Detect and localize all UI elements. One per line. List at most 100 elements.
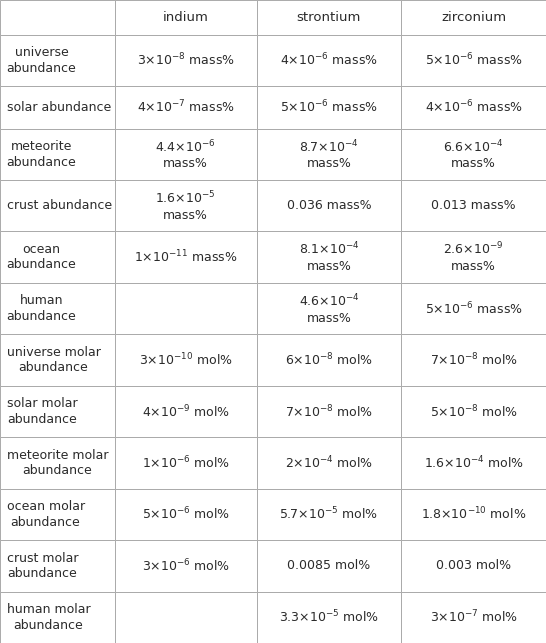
- Bar: [401, 437, 546, 489]
- Bar: [257, 334, 401, 386]
- Bar: [115, 231, 257, 283]
- Bar: [115, 180, 257, 231]
- Bar: [401, 489, 546, 540]
- Bar: [401, 386, 546, 437]
- Text: meteorite
abundance: meteorite abundance: [7, 140, 76, 168]
- Bar: [115, 35, 257, 86]
- Text: 0.036 mass%: 0.036 mass%: [287, 199, 371, 212]
- Bar: [257, 386, 401, 437]
- Bar: [257, 180, 401, 231]
- Text: $6.6{\times}10^{-4}$
mass%: $6.6{\times}10^{-4}$ mass%: [443, 138, 504, 170]
- Bar: [257, 283, 401, 334]
- Text: 0.013 mass%: 0.013 mass%: [431, 199, 516, 212]
- Bar: [257, 129, 401, 180]
- Bar: [401, 35, 546, 86]
- Text: $4{\times}10^{-6}$ mass%: $4{\times}10^{-6}$ mass%: [280, 52, 378, 69]
- Bar: [115, 0, 257, 35]
- Bar: [401, 334, 546, 386]
- Bar: [115, 540, 257, 592]
- Bar: [0, 334, 115, 386]
- Bar: [115, 283, 257, 334]
- Bar: [0, 386, 115, 437]
- Text: universe molar
abundance: universe molar abundance: [7, 346, 100, 374]
- Bar: [0, 129, 115, 180]
- Text: $4{\times}10^{-9}$ mol%: $4{\times}10^{-9}$ mol%: [141, 403, 230, 420]
- Bar: [115, 386, 257, 437]
- Bar: [401, 540, 546, 592]
- Bar: [257, 437, 401, 489]
- Bar: [401, 592, 546, 643]
- Bar: [115, 334, 257, 386]
- Bar: [401, 283, 546, 334]
- Text: $3{\times}10^{-10}$ mol%: $3{\times}10^{-10}$ mol%: [139, 352, 233, 368]
- Bar: [257, 0, 401, 35]
- Bar: [257, 489, 401, 540]
- Text: $5{\times}10^{-6}$ mol%: $5{\times}10^{-6}$ mol%: [141, 506, 230, 523]
- Text: $1{\times}10^{-11}$ mass%: $1{\times}10^{-11}$ mass%: [134, 249, 238, 266]
- Text: $3.3{\times}10^{-5}$ mol%: $3.3{\times}10^{-5}$ mol%: [279, 609, 379, 626]
- Text: indium: indium: [163, 11, 209, 24]
- Text: $5.7{\times}10^{-5}$ mol%: $5.7{\times}10^{-5}$ mol%: [280, 506, 378, 523]
- Text: crust abundance: crust abundance: [7, 199, 112, 212]
- Text: meteorite molar
abundance: meteorite molar abundance: [7, 449, 108, 477]
- Bar: [257, 231, 401, 283]
- Text: $3{\times}10^{-8}$ mass%: $3{\times}10^{-8}$ mass%: [136, 52, 235, 69]
- Text: human molar
abundance: human molar abundance: [7, 603, 90, 631]
- Text: $4.4{\times}10^{-6}$
mass%: $4.4{\times}10^{-6}$ mass%: [155, 138, 216, 170]
- Text: $7{\times}10^{-8}$ mol%: $7{\times}10^{-8}$ mol%: [430, 352, 518, 368]
- Bar: [115, 489, 257, 540]
- Text: $3{\times}10^{-7}$ mol%: $3{\times}10^{-7}$ mol%: [430, 609, 518, 626]
- Bar: [401, 86, 546, 129]
- Text: ocean
abundance: ocean abundance: [7, 243, 76, 271]
- Text: $5{\times}10^{-6}$ mass%: $5{\times}10^{-6}$ mass%: [425, 300, 523, 317]
- Text: $1.6{\times}10^{-5}$
mass%: $1.6{\times}10^{-5}$ mass%: [156, 190, 216, 222]
- Bar: [401, 231, 546, 283]
- Bar: [257, 592, 401, 643]
- Bar: [0, 35, 115, 86]
- Text: ocean molar
abundance: ocean molar abundance: [7, 500, 85, 529]
- Bar: [0, 540, 115, 592]
- Text: $2.6{\times}10^{-9}$
mass%: $2.6{\times}10^{-9}$ mass%: [443, 241, 504, 273]
- Text: zirconium: zirconium: [441, 11, 506, 24]
- Text: $8.1{\times}10^{-4}$
mass%: $8.1{\times}10^{-4}$ mass%: [299, 241, 359, 273]
- Bar: [115, 129, 257, 180]
- Text: solar abundance: solar abundance: [7, 101, 111, 114]
- Bar: [115, 86, 257, 129]
- Text: 0.0085 mol%: 0.0085 mol%: [287, 559, 371, 572]
- Bar: [401, 0, 546, 35]
- Bar: [257, 86, 401, 129]
- Bar: [115, 437, 257, 489]
- Text: $3{\times}10^{-6}$ mol%: $3{\times}10^{-6}$ mol%: [141, 557, 230, 574]
- Bar: [0, 592, 115, 643]
- Text: $1.8{\times}10^{-10}$ mol%: $1.8{\times}10^{-10}$ mol%: [421, 506, 526, 523]
- Bar: [0, 231, 115, 283]
- Text: $4.6{\times}10^{-4}$
mass%: $4.6{\times}10^{-4}$ mass%: [299, 293, 359, 325]
- Text: $5{\times}10^{-6}$ mass%: $5{\times}10^{-6}$ mass%: [425, 52, 523, 69]
- Text: crust molar
abundance: crust molar abundance: [7, 552, 78, 580]
- Text: solar molar
abundance: solar molar abundance: [7, 397, 77, 426]
- Text: 0.003 mol%: 0.003 mol%: [436, 559, 511, 572]
- Bar: [257, 540, 401, 592]
- Bar: [0, 283, 115, 334]
- Text: $4{\times}10^{-7}$ mass%: $4{\times}10^{-7}$ mass%: [136, 99, 235, 116]
- Bar: [401, 180, 546, 231]
- Bar: [0, 86, 115, 129]
- Text: $5{\times}10^{-8}$ mol%: $5{\times}10^{-8}$ mol%: [430, 403, 518, 420]
- Bar: [0, 0, 115, 35]
- Bar: [0, 437, 115, 489]
- Text: universe
abundance: universe abundance: [7, 46, 76, 75]
- Text: $6{\times}10^{-8}$ mol%: $6{\times}10^{-8}$ mol%: [285, 352, 373, 368]
- Text: $2{\times}10^{-4}$ mol%: $2{\times}10^{-4}$ mol%: [285, 455, 373, 471]
- Bar: [0, 489, 115, 540]
- Text: $4{\times}10^{-6}$ mass%: $4{\times}10^{-6}$ mass%: [425, 99, 523, 116]
- Text: $5{\times}10^{-6}$ mass%: $5{\times}10^{-6}$ mass%: [280, 99, 378, 116]
- Bar: [257, 35, 401, 86]
- Bar: [401, 129, 546, 180]
- Text: $7{\times}10^{-8}$ mol%: $7{\times}10^{-8}$ mol%: [285, 403, 373, 420]
- Text: human
abundance: human abundance: [7, 294, 76, 323]
- Text: $1.6{\times}10^{-4}$ mol%: $1.6{\times}10^{-4}$ mol%: [424, 455, 524, 471]
- Bar: [0, 180, 115, 231]
- Bar: [115, 592, 257, 643]
- Text: $1{\times}10^{-6}$ mol%: $1{\times}10^{-6}$ mol%: [141, 455, 230, 471]
- Text: strontium: strontium: [297, 11, 361, 24]
